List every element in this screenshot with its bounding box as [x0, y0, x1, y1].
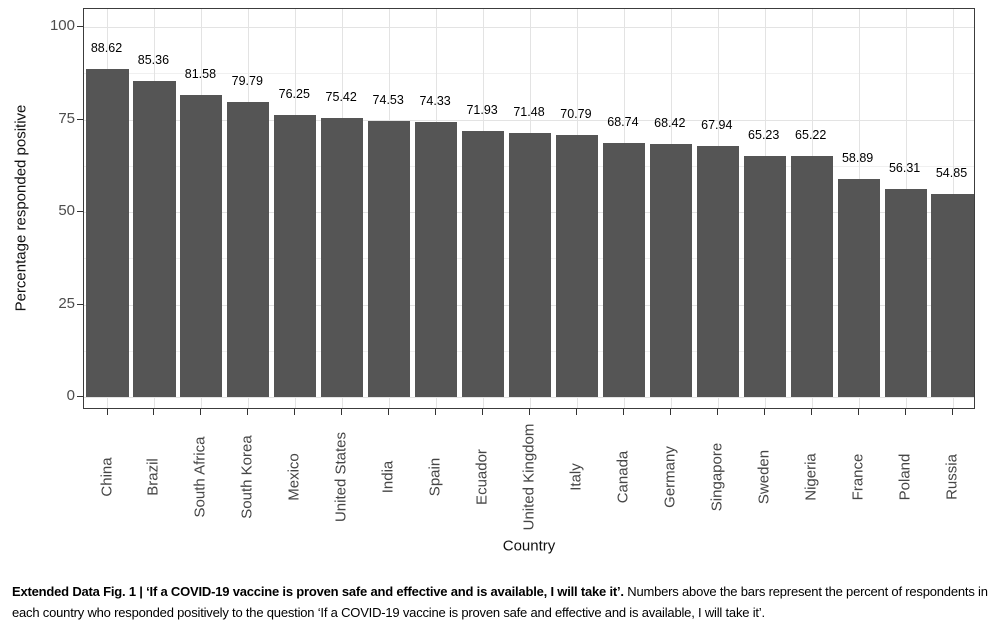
x-tick-mark	[951, 409, 953, 415]
x-tick-mark	[575, 409, 577, 415]
figure-caption: Extended Data Fig. 1 | ‘If a COVID-19 va…	[12, 581, 995, 623]
y-tick-label: 0	[66, 387, 75, 404]
x-tick-mark	[341, 409, 343, 415]
y-tick-label: 75	[58, 109, 75, 127]
gridline-minor	[84, 73, 974, 75]
x-tick-label: Russia	[943, 454, 960, 500]
x-tick-label: Nigeria	[802, 453, 820, 501]
gridline-major	[84, 27, 974, 28]
x-tick-mark	[529, 409, 530, 415]
x-tick-mark	[763, 409, 765, 415]
bar	[837, 179, 880, 397]
x-tick-mark	[669, 409, 671, 415]
bar	[696, 145, 739, 397]
x-tick-label: Italy	[567, 463, 585, 491]
gridline-major	[84, 119, 974, 121]
plot-panel	[83, 8, 975, 409]
bar	[461, 130, 505, 397]
bar	[555, 135, 599, 397]
bar	[227, 101, 270, 397]
bar	[508, 132, 552, 397]
bar	[649, 143, 692, 397]
x-tick-label: Ecuador	[473, 449, 491, 505]
x-tick-mark	[716, 409, 718, 415]
x-tick-label: United States	[332, 431, 350, 523]
x-tick-label: Mexico	[285, 453, 303, 501]
x-tick-mark	[622, 409, 624, 415]
x-tick-mark	[904, 409, 906, 415]
bar	[321, 117, 364, 397]
bar	[884, 188, 927, 397]
bar	[133, 81, 176, 397]
bar	[790, 155, 833, 397]
x-tick-mark	[106, 409, 108, 415]
x-tick-label: Brazil	[144, 458, 162, 496]
gridline-major	[84, 397, 974, 398]
bar	[743, 155, 786, 397]
x-tick-label: India	[379, 460, 397, 494]
x-tick-label: France	[849, 453, 867, 501]
x-tick-mark	[857, 409, 859, 415]
caption-bold-lead: Extended Data Fig. 1 | ‘If a COVID-19 va…	[12, 584, 624, 599]
bar	[415, 122, 458, 397]
y-tick-label: 100	[49, 17, 75, 34]
x-tick-label: Poland	[896, 453, 914, 501]
x-tick-mark	[294, 409, 296, 415]
x-axis-title: Country	[502, 537, 556, 555]
x-tick-label: China	[98, 457, 115, 497]
x-tick-label: South Africa	[191, 436, 209, 518]
bar	[931, 194, 974, 397]
bar	[602, 142, 646, 397]
x-tick-label: Singapore	[708, 442, 726, 512]
x-tick-mark	[810, 409, 812, 415]
x-tick-mark	[153, 409, 155, 415]
x-tick-mark	[435, 409, 437, 415]
y-axis-title: Percentage responded positive	[12, 104, 30, 312]
bar	[274, 114, 317, 397]
x-tick-label: United Kingdom	[520, 423, 538, 531]
x-tick-label: South Korea	[238, 435, 256, 519]
x-tick-mark	[482, 409, 484, 415]
x-tick-label: Sweden	[755, 449, 773, 505]
x-tick-mark	[247, 409, 249, 415]
x-tick-label: Spain	[426, 457, 444, 497]
y-tick-label: 50	[58, 202, 75, 219]
x-tick-label: Germany	[661, 446, 679, 508]
caption-body: Numbers above the bars represent the per…	[12, 584, 988, 620]
bar	[180, 95, 223, 397]
bar	[86, 69, 129, 397]
x-tick-mark	[388, 409, 390, 415]
x-tick-mark	[200, 409, 202, 415]
y-tick-label: 25	[58, 294, 75, 312]
bar	[368, 121, 411, 397]
x-tick-label: Canada	[614, 450, 632, 504]
